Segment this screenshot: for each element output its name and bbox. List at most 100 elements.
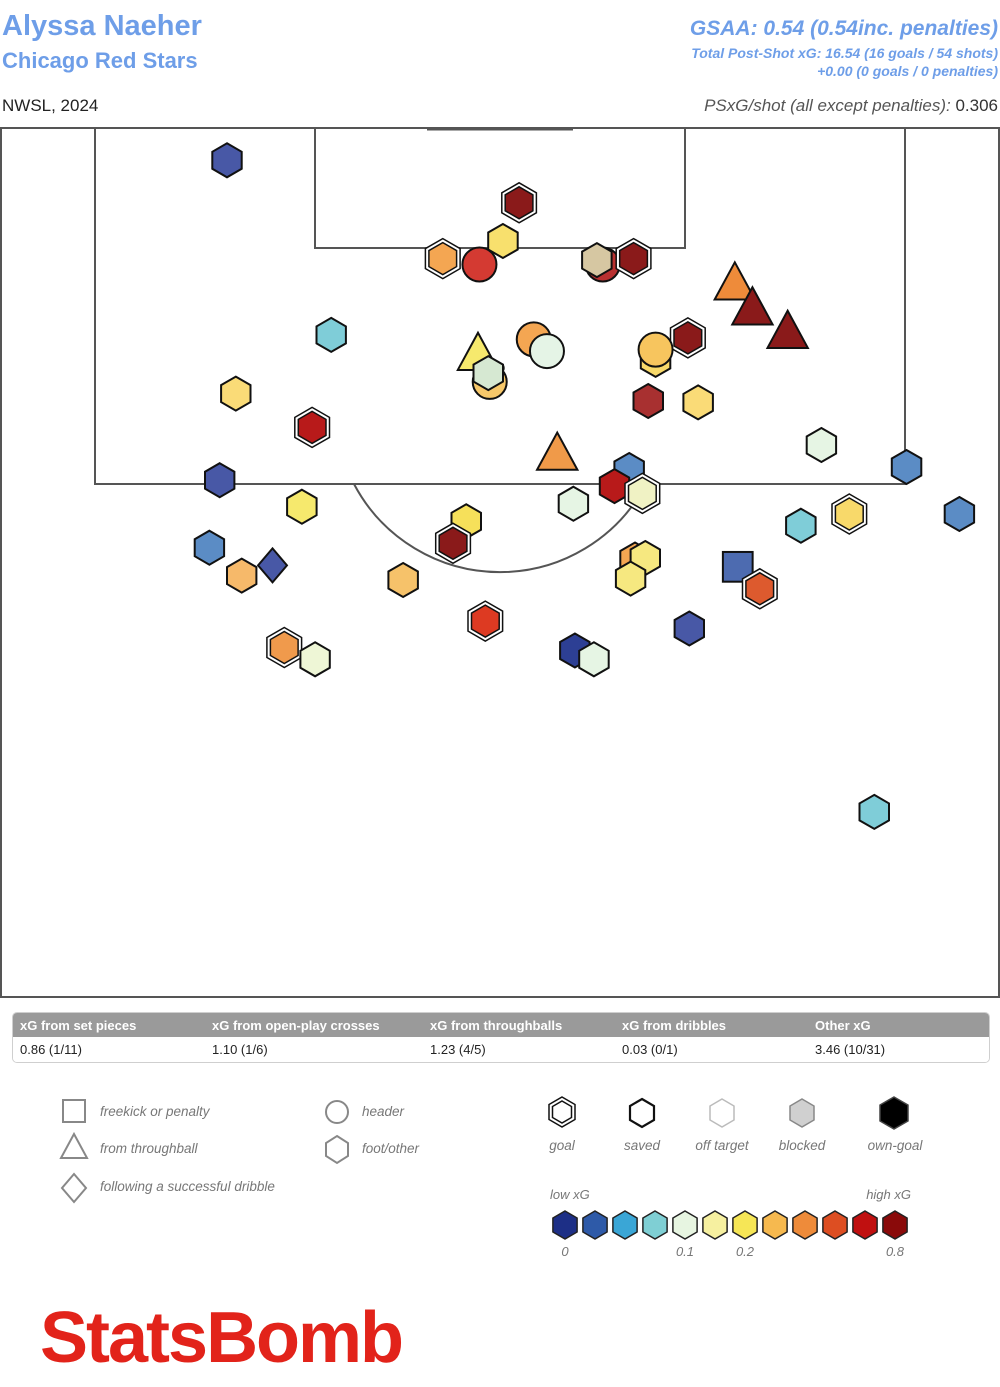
shot-marker (831, 493, 868, 535)
shot-marker (286, 488, 318, 525)
scale-swatch (672, 1210, 698, 1240)
value-throughballs: 1.23 (4/5) (430, 1042, 486, 1057)
scale-tick-0-2: 0.2 (736, 1244, 755, 1259)
shot-marker (193, 529, 226, 566)
psxg-per-shot: PSxG/shot (all except penalties): 0.306 (704, 96, 998, 116)
xg-color-scale (552, 1210, 908, 1240)
header-dribbles: xG from dribbles (622, 1017, 727, 1033)
shot-marker (315, 316, 347, 354)
scale-swatch (732, 1210, 758, 1240)
shot-marker (472, 354, 504, 392)
shot-marker (266, 626, 303, 669)
shot-marker (461, 246, 498, 283)
shot-marker (741, 567, 778, 610)
scale-swatch (612, 1210, 638, 1240)
psxg-total-label: Total Post-Shot xG: 16.54 (16 goals / 54… (691, 45, 998, 61)
scale-high-label: high xG (866, 1187, 911, 1202)
shot-marker (294, 406, 331, 449)
shot-marker (387, 561, 419, 599)
legend-own-goal: own-goal (868, 1138, 924, 1153)
pitch-outline (0, 127, 1000, 998)
legend-goal: goal (549, 1138, 576, 1153)
dribble-diamond-icon (60, 1172, 88, 1204)
value-crosses: 1.10 (1/6) (212, 1042, 268, 1057)
shot-marker (424, 237, 461, 280)
statsbomb-logo: StatsBomb (40, 1298, 402, 1378)
legend-foot: foot/other (362, 1141, 420, 1156)
team-name: Chicago Red Stars (2, 48, 198, 73)
shot-marker (226, 557, 258, 594)
value-dribbles: 0.03 (0/1) (622, 1042, 678, 1057)
legend-off-target: off target (695, 1138, 750, 1153)
shot-marker (785, 507, 817, 544)
xg-breakdown-table: xG from set pieces xG from open-play cro… (12, 1012, 990, 1063)
scale-swatch (642, 1210, 668, 1240)
blocked-hex-icon (789, 1098, 815, 1128)
scale-tick-0-1: 0.1 (676, 1244, 694, 1259)
shot-marker (578, 641, 610, 678)
scale-swatch (822, 1210, 848, 1240)
shot-marker (256, 546, 289, 584)
header-set-pieces: xG from set pieces (20, 1017, 137, 1033)
penalty-arc (353, 483, 647, 574)
scale-swatch (762, 1210, 788, 1240)
shot-marker (765, 308, 810, 349)
shot-marker (712, 260, 757, 301)
competition-label: NWSL, 2024 (2, 96, 99, 115)
own-goal-hex-icon (879, 1096, 909, 1130)
shot-marker (467, 600, 504, 642)
freekick-square-icon (62, 1099, 86, 1123)
throughball-triangle-icon (59, 1131, 89, 1159)
shot-marker (615, 237, 652, 280)
shot-marker (943, 495, 976, 533)
header-throughballs: xG from throughballs (430, 1017, 563, 1033)
value-set-pieces: 0.86 (1/11) (20, 1042, 82, 1057)
shot-marker (730, 285, 775, 326)
shot-marker (204, 462, 236, 499)
value-other: 3.46 (10/31) (815, 1042, 886, 1057)
scale-tick-0-8: 0.8 (886, 1244, 905, 1259)
shot-marker (890, 448, 923, 486)
header-circle-icon (325, 1100, 349, 1124)
shots-layer (193, 142, 976, 831)
legend-freekick: freekick or penalty (100, 1104, 211, 1119)
shot-marker (487, 222, 519, 260)
shot-marker (673, 610, 705, 647)
xg-table-values: 0.86 (1/11) 1.10 (1/6) 1.23 (4/5) 0.03 (… (13, 1037, 989, 1062)
shot-marker (581, 241, 613, 279)
scale-swatch (852, 1210, 878, 1240)
gsaa-label: GSAA: 0.54 (0.54inc. penalties) (689, 17, 998, 40)
shot-marker (434, 522, 472, 565)
goal-hex-icon (548, 1096, 576, 1128)
legend-dribble: following a successful dribble (100, 1179, 275, 1194)
legend-header: header (362, 1104, 405, 1119)
shot-marker (624, 472, 661, 515)
shot-marker (528, 333, 565, 370)
shot-marker (858, 793, 890, 831)
scale-swatch (582, 1210, 608, 1240)
shot-marker (211, 142, 243, 179)
scale-swatch (552, 1210, 578, 1240)
xg-table-header: xG from set pieces xG from open-play cro… (13, 1013, 989, 1037)
psxg-per-shot-label: PSxG/shot (all except penalties): (704, 96, 951, 115)
scale-swatch (792, 1210, 818, 1240)
off-target-hex-icon (709, 1098, 735, 1128)
psxg-per-shot-value: 0.306 (955, 96, 998, 115)
shot-marker (614, 560, 647, 597)
scale-swatch (702, 1210, 728, 1240)
pitch-lines (0, 127, 1000, 998)
scale-swatch (882, 1210, 908, 1240)
shot-marker (805, 426, 838, 464)
scale-tick-0: 0 (561, 1244, 569, 1259)
shot-marker (637, 331, 674, 368)
shot-marker (299, 641, 331, 678)
legend-saved: saved (624, 1138, 661, 1153)
shot-marker (669, 317, 706, 359)
shot-marker (682, 384, 714, 421)
shot-marker (598, 467, 631, 505)
penalties-label: +0.00 (0 goals / 0 penalties) (817, 63, 998, 79)
header-crosses: xG from open-play crosses (212, 1017, 380, 1033)
shot-marker (557, 485, 590, 522)
saved-hex-icon (628, 1097, 656, 1129)
shot-marker (632, 382, 664, 420)
